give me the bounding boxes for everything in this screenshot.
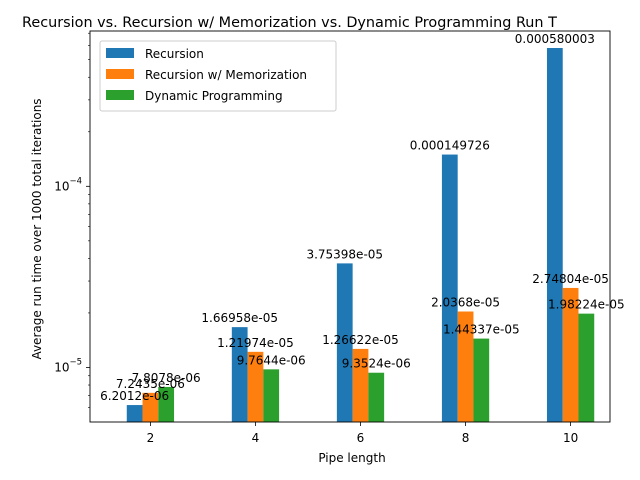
y-axis-label: Average run time over 1000 total iterati… — [30, 98, 44, 359]
bar-recursion-w-memorization-6 — [352, 348, 369, 422]
bar-recursion-w-memorization-2 — [142, 392, 159, 422]
x-axis-ticks: 2 4 6 8 10 — [147, 422, 578, 445]
value-label-recursion-w-memorization-4: 1.21974e-05 — [217, 336, 294, 350]
legend-frame — [99, 40, 337, 112]
value-label-dynamic-programming-4: 9.7644e-06 — [237, 353, 306, 367]
bar-recursion-2 — [126, 405, 143, 422]
x-tick-label-4: 4 — [252, 431, 260, 445]
bar-recursion-w-memorization-4 — [247, 351, 264, 422]
bar-recursion-8 — [441, 154, 458, 423]
y-tick-label-0: 10−5 — [54, 357, 82, 374]
value-label-recursion-4: 1.66958e-05 — [201, 311, 278, 325]
value-label-recursion-8: 0.000149726 — [410, 139, 490, 153]
legend-label-recursion: Recursion — [145, 47, 204, 61]
value-label-recursion-w-memorization-6: 1.26622e-05 — [322, 333, 399, 347]
x-axis-label: Pipe length — [318, 451, 385, 465]
value-label-recursion-6: 3.75398e-05 — [306, 247, 383, 261]
value-labels-layer: 6.2012e-06 1.66958e-05 3.75398e-05 0.000149… — [100, 32, 625, 403]
legend-swatch-memorization — [106, 69, 134, 79]
value-label-dynamic-programming-10: 1.98224e-05 — [548, 298, 625, 312]
y-axis-ticks: 10−5 10−4 — [54, 32, 90, 408]
bar-dynamic-programming-8 — [473, 338, 490, 422]
value-label-dynamic-programming-6: 9.3524e-06 — [342, 357, 411, 371]
bar-dynamic-programming-4 — [263, 369, 280, 422]
legend-swatch-dynamic-programming — [106, 90, 134, 100]
value-label-recursion-w-memorization-2: 7.2435e-06 — [116, 377, 185, 391]
x-tick-label-6: 6 — [357, 431, 365, 445]
bar-recursion-w-memorization-8 — [457, 311, 474, 422]
value-label-recursion-w-memorization-10: 2.74804e-05 — [532, 272, 609, 286]
bar-dynamic-programming-6 — [368, 372, 385, 422]
chart-title: Recursion vs. Recursion w/ Memorization … — [22, 15, 557, 31]
legend-swatch-recursion — [106, 48, 134, 58]
bar-dynamic-programming-2 — [158, 386, 175, 422]
value-label-recursion-2: 6.2012e-06 — [100, 389, 169, 403]
x-tick-label-10: 10 — [563, 431, 578, 445]
value-label-dynamic-programming-2: 7.8078e-06 — [132, 371, 201, 385]
bar-recursion-w-memorization-10 — [562, 287, 579, 422]
legend: Recursion Recursion w/ Memorization Dyna… — [99, 40, 337, 112]
bar-recursion-6 — [336, 263, 353, 422]
value-label-recursion-10: 0.000580003 — [515, 32, 595, 46]
x-tick-label-8: 8 — [462, 431, 470, 445]
bar-dynamic-programming-10 — [578, 313, 595, 422]
value-label-recursion-w-memorization-8: 2.0368e-05 — [431, 296, 500, 310]
bar-recursion-4 — [231, 327, 248, 422]
bar-recursion-10 — [546, 48, 563, 422]
legend-label-memorization: Recursion w/ Memorization — [145, 68, 307, 82]
value-label-dynamic-programming-8: 1.44337e-05 — [443, 323, 520, 337]
y-tick-label-1: 10−4 — [54, 176, 82, 193]
bars-layer — [126, 48, 595, 423]
x-tick-label-2: 2 — [147, 431, 155, 445]
legend-label-dynamic-programming: Dynamic Programming — [145, 89, 283, 103]
